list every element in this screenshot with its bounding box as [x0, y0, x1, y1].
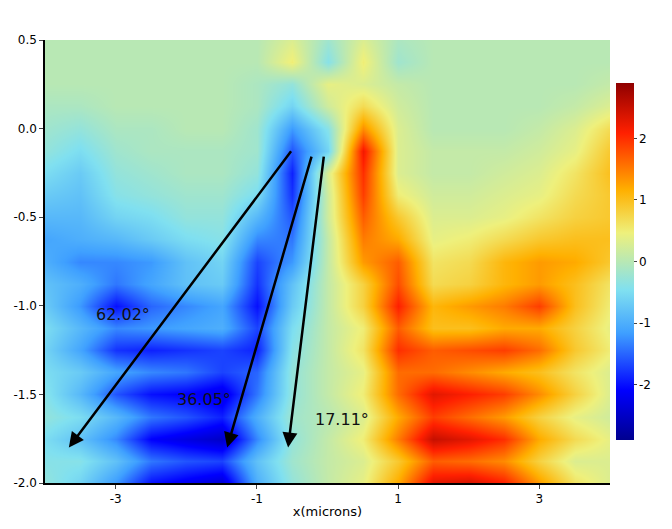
svg-text:17.11°: 17.11°: [315, 410, 369, 429]
svg-text:-1: -1: [639, 316, 651, 330]
svg-text:0.5: 0.5: [18, 33, 37, 47]
svg-text:2: 2: [639, 132, 647, 146]
svg-text:-3: -3: [110, 492, 122, 506]
svg-text:0.0: 0.0: [18, 122, 37, 136]
svg-text:-2.0: -2.0: [13, 476, 36, 490]
svg-text:62.02°: 62.02°: [96, 305, 150, 324]
svg-text:-0.5: -0.5: [13, 210, 36, 224]
svg-text:3: 3: [536, 492, 544, 506]
svg-text:-2: -2: [639, 378, 651, 392]
svg-text:x(microns): x(microns): [293, 504, 362, 519]
svg-text:1: 1: [639, 193, 647, 207]
svg-text:36.05°: 36.05°: [177, 390, 231, 409]
svg-text:-1.5: -1.5: [13, 388, 36, 402]
svg-text:-1: -1: [251, 492, 263, 506]
svg-text:-1.0: -1.0: [13, 299, 36, 313]
svg-text:1: 1: [394, 492, 402, 506]
svg-text:0: 0: [639, 255, 647, 269]
